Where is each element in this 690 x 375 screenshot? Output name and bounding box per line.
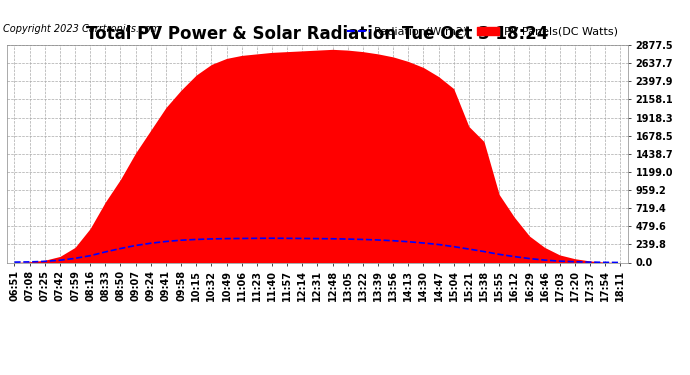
Legend: Radiation(W/m2), PV Panels(DC Watts): Radiation(W/m2), PV Panels(DC Watts): [343, 22, 622, 41]
Title: Total PV Power & Solar Radiation Tue Oct 3 18:24: Total PV Power & Solar Radiation Tue Oct…: [86, 26, 549, 44]
Text: Copyright 2023 Carrtronics.com: Copyright 2023 Carrtronics.com: [3, 24, 161, 34]
